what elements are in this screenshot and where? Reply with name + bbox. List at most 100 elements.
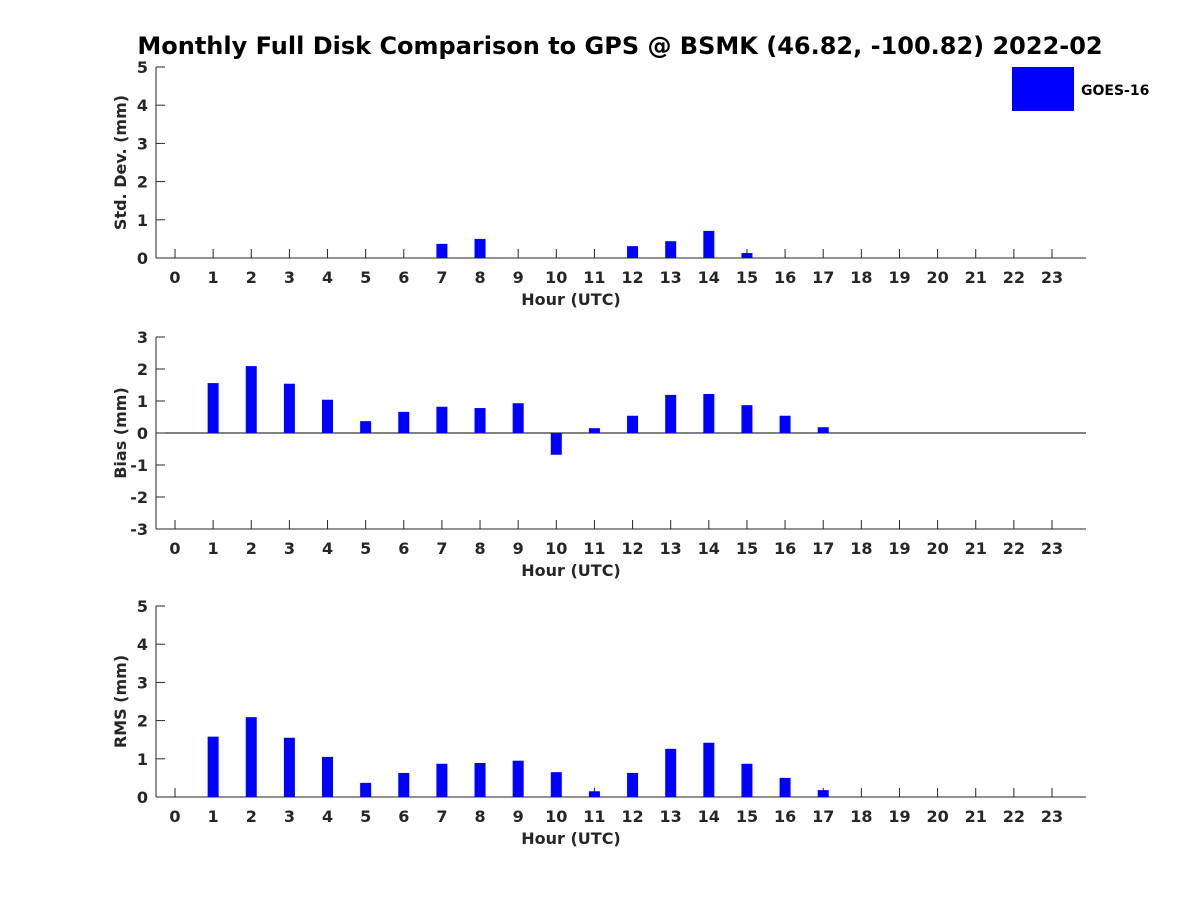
- y-tick-label: -1: [130, 456, 148, 475]
- x-tick-label: 8: [474, 807, 485, 826]
- x-tick-label: 23: [1041, 807, 1063, 826]
- bar-hour-14: [703, 230, 715, 258]
- bar-hour-6: [398, 411, 410, 433]
- legend: GOES-16: [1012, 67, 1149, 111]
- bar-hour-16: [779, 777, 791, 797]
- x-tick-label: 21: [965, 268, 987, 287]
- y-tick-label: 2: [137, 360, 148, 379]
- bar-hour-15: [741, 405, 753, 433]
- bar-hour-17: [817, 790, 829, 797]
- y-tick-label: 0: [137, 788, 148, 807]
- bar-hour-9: [512, 403, 524, 433]
- bar-hour-1: [207, 383, 219, 433]
- x-tick-label: 13: [660, 539, 682, 558]
- x-tick-label: 0: [169, 807, 180, 826]
- bar-hour-17: [817, 427, 829, 433]
- bar-hour-16: [779, 415, 791, 433]
- x-tick-label: 1: [208, 807, 219, 826]
- bar-hour-2: [245, 717, 257, 797]
- bar-hour-11: [588, 791, 600, 797]
- x-tick-label: 21: [965, 807, 987, 826]
- bar-hour-6: [398, 772, 410, 797]
- bar-hour-12: [627, 246, 639, 258]
- x-tick-label: 10: [545, 268, 567, 287]
- y-tick-label: 1: [137, 211, 148, 230]
- x-tick-label: 19: [888, 539, 910, 558]
- x-tick-label: 19: [888, 807, 910, 826]
- x-tick-label: 4: [322, 539, 333, 558]
- x-tick-label: 4: [322, 268, 333, 287]
- y-tick-label: 4: [137, 96, 148, 115]
- x-tick-label: 1: [208, 268, 219, 287]
- bar-hour-7: [436, 243, 448, 258]
- x-tick-label: 7: [436, 807, 447, 826]
- x-tick-label: 14: [698, 539, 720, 558]
- x-tick-label: 12: [621, 807, 643, 826]
- x-tick-label: 18: [850, 539, 872, 558]
- bar-hour-8: [474, 763, 486, 797]
- x-tick-label: 17: [812, 268, 834, 287]
- y-tick-label: 1: [137, 392, 148, 411]
- bar-hour-7: [436, 406, 448, 433]
- x-tick-label: 6: [398, 807, 409, 826]
- x-tick-label: 9: [513, 268, 524, 287]
- y-tick-label: 5: [137, 58, 148, 77]
- y-axis-label: RMS (mm): [111, 655, 130, 748]
- x-tick-label: 0: [169, 539, 180, 558]
- bar-hour-10: [550, 433, 562, 455]
- y-axis-label: Std. Dev. (mm): [111, 95, 130, 230]
- x-tick-label: 19: [888, 268, 910, 287]
- legend-swatch: [1012, 67, 1074, 111]
- bar-hour-4: [322, 756, 334, 797]
- x-tick-label: 3: [284, 268, 295, 287]
- bar-hour-3: [283, 383, 295, 433]
- x-tick-label: 2: [246, 807, 257, 826]
- x-tick-label: 23: [1041, 268, 1063, 287]
- x-tick-label: 5: [360, 807, 371, 826]
- x-tick-label: 5: [360, 268, 371, 287]
- y-tick-label: 4: [137, 635, 148, 654]
- x-tick-label: 7: [436, 539, 447, 558]
- bar-hour-8: [474, 238, 486, 258]
- x-tick-label: 2: [246, 268, 257, 287]
- x-tick-label: 13: [660, 807, 682, 826]
- bar-hour-15: [741, 253, 753, 258]
- x-tick-label: 6: [398, 268, 409, 287]
- bar-hour-13: [665, 394, 677, 433]
- x-tick-label: 20: [926, 539, 948, 558]
- x-tick-label: 17: [812, 539, 834, 558]
- bar-hour-12: [627, 772, 639, 797]
- x-tick-label: 22: [1003, 807, 1025, 826]
- x-tick-label: 0: [169, 268, 180, 287]
- bar-hour-1: [207, 736, 219, 797]
- bar-hour-7: [436, 763, 448, 797]
- x-tick-label: 15: [736, 268, 758, 287]
- bar-hour-2: [245, 366, 257, 433]
- bar-hour-4: [322, 399, 334, 433]
- x-tick-label: 16: [774, 268, 796, 287]
- bar-hour-15: [741, 763, 753, 797]
- x-tick-label: 14: [698, 807, 720, 826]
- x-tick-label: 3: [284, 539, 295, 558]
- y-tick-label: 3: [137, 134, 148, 153]
- chart-title: Monthly Full Disk Comparison to GPS @ BS…: [137, 32, 1102, 60]
- x-tick-label: 12: [621, 539, 643, 558]
- y-tick-label: 2: [137, 173, 148, 192]
- x-axis-label: Hour (UTC): [521, 561, 621, 580]
- x-tick-label: 4: [322, 807, 333, 826]
- y-tick-label: 0: [137, 424, 148, 443]
- x-tick-label: 16: [774, 807, 796, 826]
- y-tick-label: 3: [137, 673, 148, 692]
- x-axis-label: Hour (UTC): [521, 290, 621, 309]
- bar-hour-3: [283, 737, 295, 797]
- x-tick-label: 20: [926, 268, 948, 287]
- x-tick-label: 18: [850, 268, 872, 287]
- x-tick-label: 6: [398, 539, 409, 558]
- x-tick-label: 15: [736, 539, 758, 558]
- bar-hour-13: [665, 748, 677, 797]
- bar-hour-10: [550, 772, 562, 797]
